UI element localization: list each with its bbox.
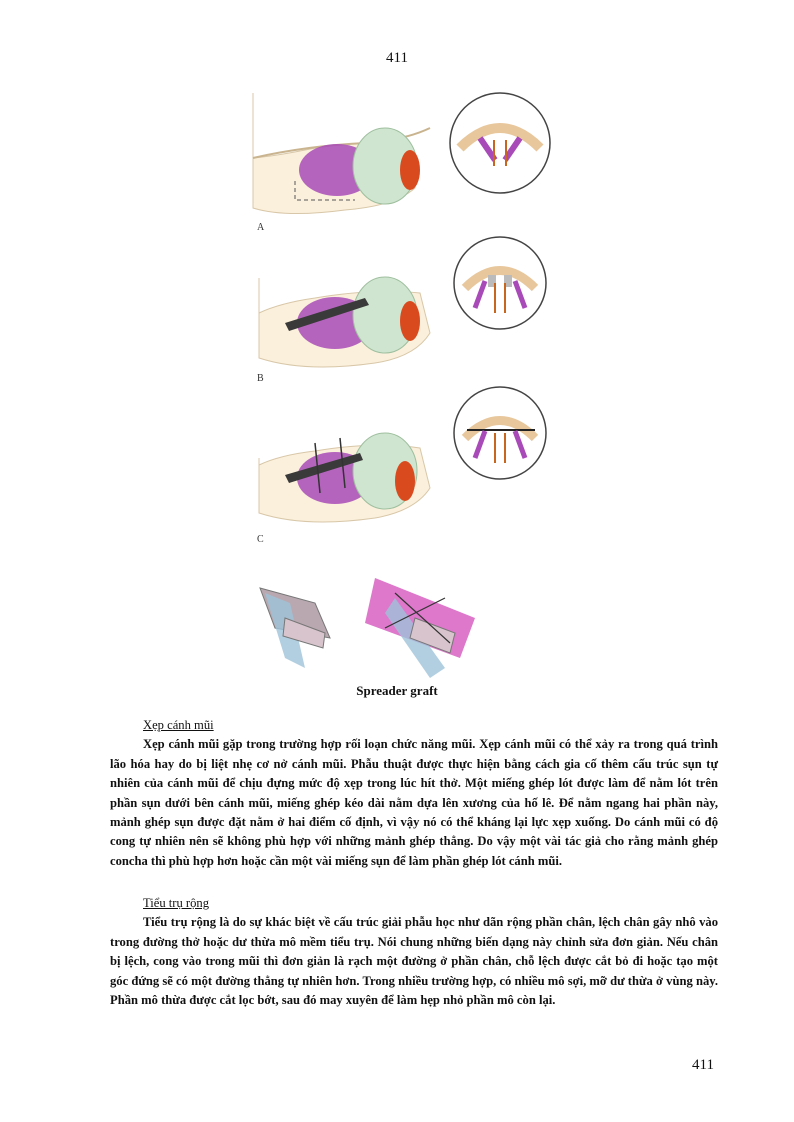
figure-caption: Spreader graft xyxy=(356,683,438,698)
page-number-bottom: 411 xyxy=(692,1057,714,1073)
section-body: Xẹp cánh mũi gặp trong trường hợp rối lo… xyxy=(110,737,718,868)
panel-b-illustration xyxy=(258,236,547,368)
section-nasal-collapse: Xẹp cánh mũi Xẹp cánh mũi gặp trong trườ… xyxy=(110,716,718,871)
panel-label-a: A xyxy=(257,222,265,233)
section-wide-columella: Tiểu trụ rộng Tiểu trụ rộng là do sự khá… xyxy=(110,894,718,1010)
panel-label-c: C xyxy=(257,534,264,545)
panel-a-illustration xyxy=(252,92,551,215)
panel-c-illustration xyxy=(258,386,547,523)
spreader-graft-illustration xyxy=(259,578,475,678)
panel-label-b: B xyxy=(257,373,264,384)
section-heading: Xẹp cánh mũi xyxy=(143,718,214,732)
page-number-top: 411 xyxy=(386,50,408,66)
surgical-illustration xyxy=(252,92,551,678)
section-body: Tiểu trụ rộng là do sự khác biệt về cấu … xyxy=(110,915,718,1008)
section-heading: Tiểu trụ rộng xyxy=(143,896,210,910)
